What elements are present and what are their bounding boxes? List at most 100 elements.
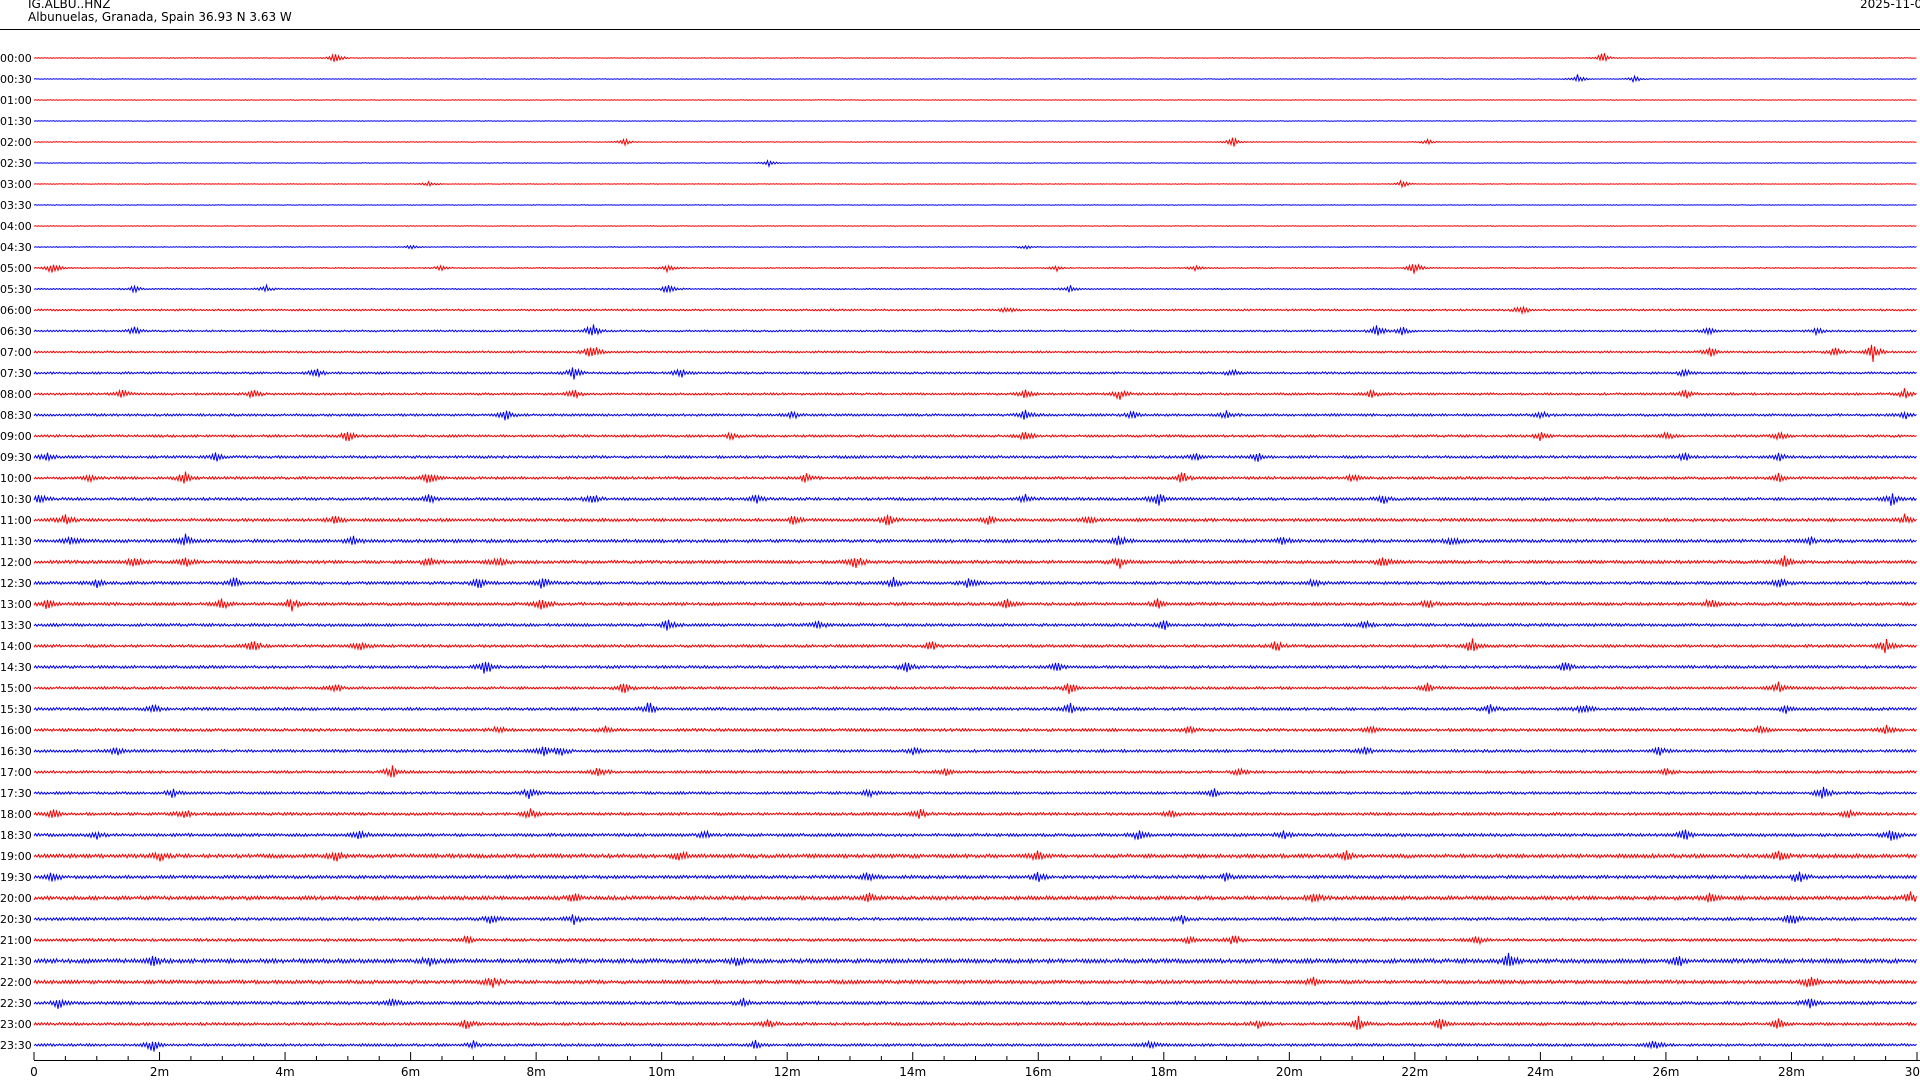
- row-label: 17:00: [0, 766, 32, 779]
- row-label: 19:30: [0, 871, 32, 884]
- row-label: 22:30: [0, 997, 32, 1010]
- trace-1030: [33, 493, 1917, 506]
- row-label: 22:00: [0, 976, 32, 989]
- row-label: 11:00: [0, 514, 32, 527]
- trace-0730: [33, 367, 1917, 380]
- x-axis: 0 2m 4m 6m 8m 10m 12m 14m 16m 18m 20m 22m 24m 26m 28m 3…: [30, 1052, 1920, 1079]
- row-label: 20:00: [0, 892, 32, 905]
- trace-1630: [33, 746, 1917, 757]
- trace-2200: [33, 976, 1917, 988]
- station-code: IG.ALBU..HNZ: [28, 0, 111, 11]
- x-tick-label: 8m: [526, 1065, 545, 1079]
- trace-0200: [33, 136, 1917, 147]
- x-tick-label: 10m: [648, 1065, 675, 1079]
- row-label: 12:00: [0, 556, 32, 569]
- trace-0330: [33, 204, 1917, 206]
- row-label: 01:30: [0, 115, 32, 128]
- row-label: 05:00: [0, 262, 32, 275]
- trace-0000: [33, 53, 1917, 63]
- row-label: 08:00: [0, 388, 32, 401]
- trace-group: [33, 53, 1917, 1052]
- trace-2000: [33, 891, 1917, 903]
- trace-0800: [33, 388, 1917, 400]
- trace-0600: [33, 305, 1917, 316]
- row-label: 06:00: [0, 304, 32, 317]
- row-label: 03:30: [0, 199, 32, 212]
- row-label: 02:00: [0, 136, 32, 149]
- trace-1100: [33, 513, 1917, 526]
- trace-0700: [33, 344, 1917, 363]
- trace-1600: [33, 724, 1917, 735]
- row-label: 14:00: [0, 640, 32, 653]
- row-label: 16:00: [0, 724, 32, 737]
- x-tick-label: 18m: [1150, 1065, 1177, 1079]
- trace-1830: [33, 829, 1917, 841]
- row-label: 13:00: [0, 598, 32, 611]
- row-label: 09:30: [0, 451, 32, 464]
- row-label: 07:00: [0, 346, 32, 359]
- trace-1000: [33, 471, 1917, 484]
- trace-1230: [33, 576, 1917, 589]
- trace-1330: [33, 619, 1917, 631]
- row-label: 15:30: [0, 703, 32, 716]
- x-tick-label: 6m: [401, 1065, 420, 1079]
- row-label: 03:00: [0, 178, 32, 191]
- x-tick-label: 20m: [1276, 1065, 1303, 1079]
- trace-0500: [33, 263, 1917, 274]
- row-label: 06:30: [0, 325, 32, 338]
- x-tick-label: 2m: [150, 1065, 169, 1079]
- trace-1800: [33, 808, 1917, 820]
- trace-1300: [33, 598, 1917, 612]
- trace-0830: [33, 409, 1917, 421]
- trace-0100: [33, 99, 1917, 101]
- row-label: 04:00: [0, 220, 32, 233]
- station-location: Albunuelas, Granada, Spain 36.93 N 3.63 …: [28, 10, 292, 24]
- x-tick-label: 30: [1905, 1065, 1920, 1079]
- row-label: 15:00: [0, 682, 32, 695]
- trace-0230: [33, 159, 1917, 168]
- plot-date: 2025-11-01: [1860, 0, 1920, 11]
- row-label: 00:30: [0, 73, 32, 86]
- row-label: 02:30: [0, 157, 32, 170]
- row-label: 11:30: [0, 535, 32, 548]
- row-label: 01:00: [0, 94, 32, 107]
- trace-0630: [33, 324, 1917, 337]
- trace-1700: [33, 765, 1917, 778]
- x-tick-label: 26m: [1652, 1065, 1679, 1079]
- trace-1130: [33, 533, 1917, 546]
- row-label-group: 00:00 00:30 01:00 01:30 02:00 02:30 03:00 03:30…: [0, 52, 32, 1052]
- x-tick-label: 22m: [1401, 1065, 1428, 1079]
- trace-2130: [33, 952, 1917, 967]
- trace-1530: [33, 702, 1917, 715]
- trace-1730: [33, 786, 1917, 799]
- x-tick-label: 28m: [1778, 1065, 1805, 1079]
- row-label: 23:30: [0, 1039, 32, 1052]
- trace-1200: [33, 555, 1917, 569]
- trace-1930: [33, 871, 1917, 883]
- row-label: 14:30: [0, 661, 32, 674]
- x-tick-label: 16m: [1025, 1065, 1052, 1079]
- x-tick-label: 24m: [1527, 1065, 1554, 1079]
- trace-1500: [33, 681, 1917, 695]
- row-label: 00:00: [0, 52, 32, 65]
- x-tick-label: 0: [30, 1065, 38, 1079]
- trace-1900: [33, 850, 1917, 862]
- row-label: 09:00: [0, 430, 32, 443]
- trace-0930: [33, 452, 1917, 463]
- trace-2030: [33, 914, 1917, 925]
- trace-2300: [33, 1015, 1917, 1030]
- row-label: 04:30: [0, 241, 32, 254]
- row-label: 10:00: [0, 472, 32, 485]
- trace-0300: [33, 179, 1917, 189]
- trace-2330: [33, 1039, 1917, 1052]
- row-label: 17:30: [0, 787, 32, 800]
- row-label: 10:30: [0, 493, 32, 506]
- trace-0430: [33, 244, 1917, 250]
- trace-1430: [33, 661, 1917, 674]
- trace-0900: [33, 430, 1917, 442]
- row-label: 18:30: [0, 829, 32, 842]
- trace-0400: [33, 225, 1917, 227]
- x-tick-label: 12m: [774, 1065, 801, 1079]
- row-label: 18:00: [0, 808, 32, 821]
